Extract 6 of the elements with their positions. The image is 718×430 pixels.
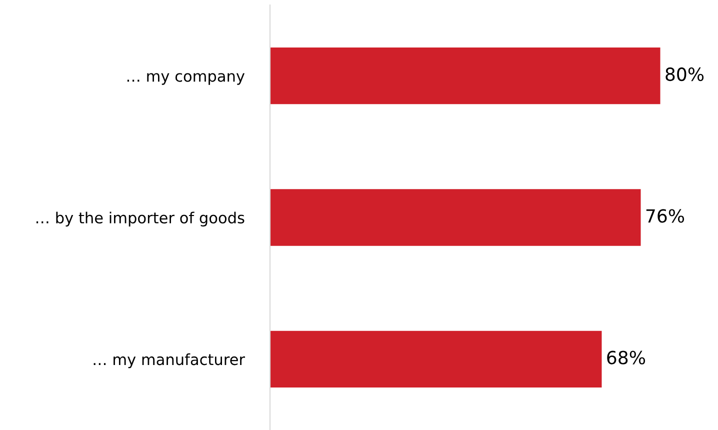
data-label: 80% bbox=[666, 67, 704, 82]
data-label: 76% bbox=[646, 209, 684, 223]
y-tick-label: … my company bbox=[127, 73, 245, 85]
data-label: 68% bbox=[607, 350, 646, 364]
y-tick-label: … by the importer of goods bbox=[36, 212, 244, 226]
y-tick-label: … my manufacturer bbox=[94, 353, 246, 368]
